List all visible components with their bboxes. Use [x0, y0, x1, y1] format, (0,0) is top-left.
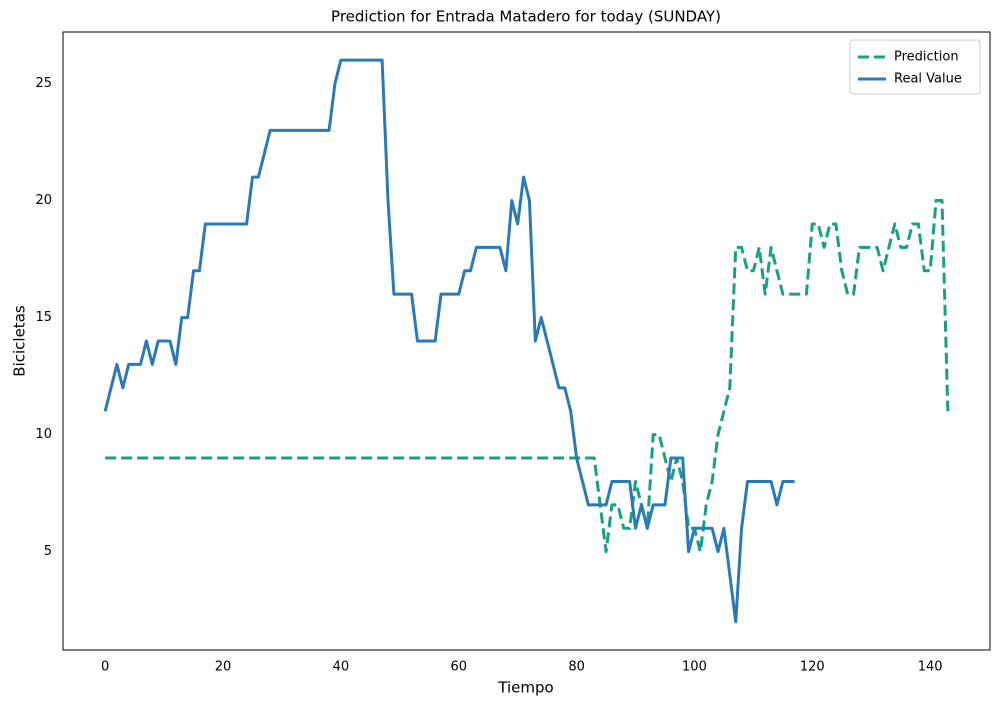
x-axis-label: Tiempo: [497, 679, 553, 697]
x-tick-label: 60: [450, 660, 467, 675]
series-line: [105, 199, 950, 554]
plot-frame: [62, 31, 991, 651]
x-tick-label: 140: [918, 660, 943, 675]
x-tick-label: 40: [333, 660, 350, 675]
legend-label: Prediction: [894, 50, 959, 65]
y-tick-label: 15: [35, 310, 52, 325]
legend-label: Real Value: [894, 72, 962, 87]
y-tick-label: 5: [44, 544, 52, 559]
x-tick-label: 100: [682, 660, 707, 675]
y-axis-label: Bicicletas: [11, 305, 29, 377]
x-tick-label: 20: [215, 660, 232, 675]
x-tick-label: 80: [568, 660, 585, 675]
chart-title: Prediction for Entrada Matadero for toda…: [331, 8, 721, 26]
series-line: [103, 58, 795, 624]
x-tick-label: 120: [800, 660, 825, 675]
y-tick-label: 20: [35, 193, 52, 208]
x-tick-label: 0: [101, 660, 109, 675]
y-tick-label: 10: [35, 427, 52, 442]
y-tick-label: 25: [35, 76, 52, 91]
